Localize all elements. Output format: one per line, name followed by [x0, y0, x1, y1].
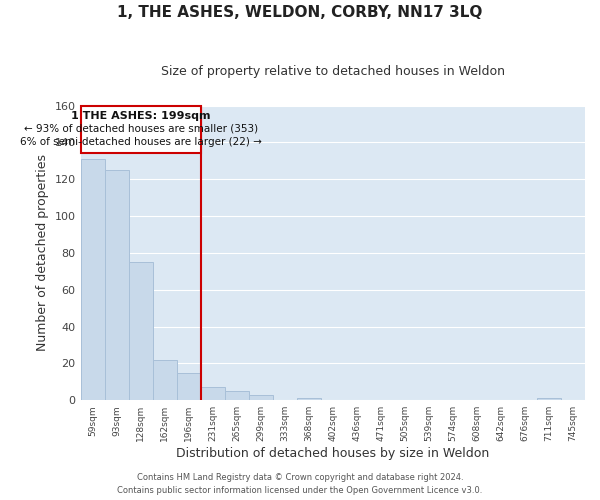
Text: 1, THE ASHES, WELDON, CORBY, NN17 3LQ: 1, THE ASHES, WELDON, CORBY, NN17 3LQ [118, 5, 482, 20]
Bar [152, 360, 176, 400]
X-axis label: Distribution of detached houses by size in Weldon: Distribution of detached houses by size … [176, 447, 490, 460]
Title: Size of property relative to detached houses in Weldon: Size of property relative to detached ho… [161, 65, 505, 78]
Text: 1 THE ASHES: 199sqm: 1 THE ASHES: 199sqm [71, 111, 211, 121]
Bar [249, 394, 273, 400]
Bar [104, 170, 128, 400]
Bar [80, 159, 104, 400]
Bar [128, 262, 152, 400]
Text: 6% of semi-detached houses are larger (22) →: 6% of semi-detached houses are larger (2… [20, 137, 262, 147]
Bar [80, 106, 200, 154]
Y-axis label: Number of detached properties: Number of detached properties [36, 154, 49, 352]
Bar [537, 398, 561, 400]
Bar [176, 372, 200, 400]
Text: ← 93% of detached houses are smaller (353): ← 93% of detached houses are smaller (35… [23, 124, 257, 134]
Text: Contains HM Land Registry data © Crown copyright and database right 2024.
Contai: Contains HM Land Registry data © Crown c… [118, 474, 482, 495]
Bar [225, 391, 249, 400]
Bar [200, 388, 225, 400]
Bar [297, 398, 321, 400]
